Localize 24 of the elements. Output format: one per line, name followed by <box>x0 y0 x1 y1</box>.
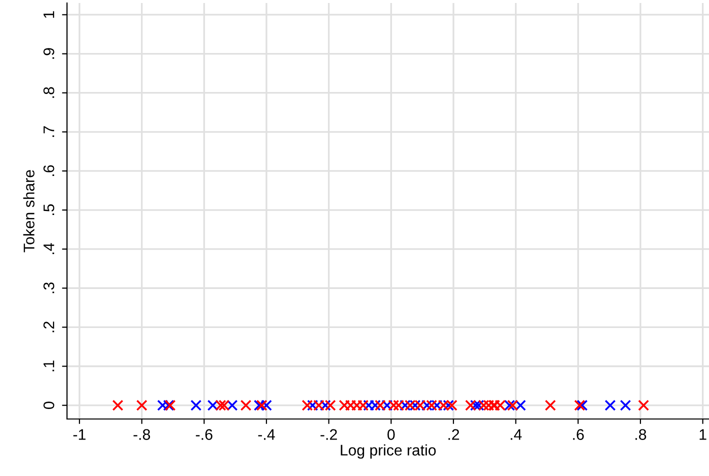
x-tick-label: -.2 <box>320 429 337 440</box>
x-tick-label: 0 <box>387 429 395 440</box>
x-tick-label: .6 <box>573 429 584 440</box>
y-tick-label: .7 <box>44 126 54 137</box>
x-tick-label: -.4 <box>258 429 275 440</box>
y-axis-title: Token share <box>23 170 34 252</box>
x-tick-label: -.6 <box>196 429 212 440</box>
y-tick-label: .8 <box>43 87 54 98</box>
y-tick-label: .6 <box>43 165 54 176</box>
x-tick-label: .2 <box>448 429 460 440</box>
x-axis-title: Log price ratio <box>340 444 436 459</box>
y-tick-label: .2 <box>43 322 54 332</box>
y-tick-label: .3 <box>43 282 54 294</box>
y-tick-label: .4 <box>44 243 54 254</box>
x-tick-label: -.8 <box>134 429 150 440</box>
y-tick-label: .9 <box>43 48 54 59</box>
y-tick-label: .1 <box>44 360 54 372</box>
y-tick-label: 0 <box>43 402 54 409</box>
y-tick-label: .5 <box>44 204 54 215</box>
x-tick-label: -1 <box>73 429 86 440</box>
x-tick-label: .4 <box>510 429 522 440</box>
y-tick-label: 1 <box>44 11 54 18</box>
x-tick-label: 1 <box>700 429 706 440</box>
x-tick-label: .8 <box>635 429 646 440</box>
